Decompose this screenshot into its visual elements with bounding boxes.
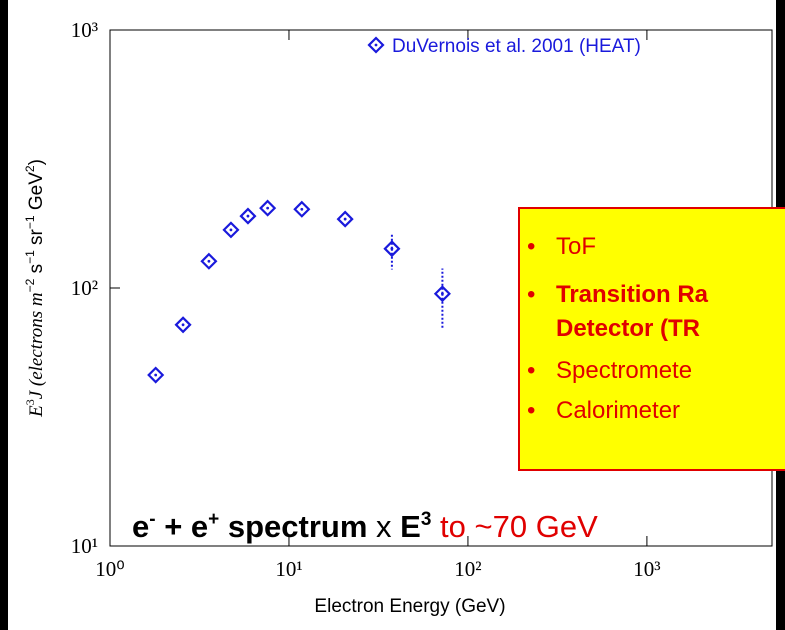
y-label-part: −2 xyxy=(23,278,37,292)
marker-dot xyxy=(343,217,347,221)
marker xyxy=(200,252,218,270)
y-label-part: GeV xyxy=(26,172,47,216)
y-label-part: s xyxy=(26,264,47,279)
bullet: • xyxy=(527,357,535,384)
x-tick-label: 10¹ xyxy=(275,557,302,581)
marker xyxy=(174,316,192,334)
info-item: Spectromete xyxy=(556,357,692,384)
info-item: ToF xyxy=(556,233,596,260)
info-box xyxy=(518,207,785,471)
marker-dot xyxy=(154,373,158,377)
bullet: • xyxy=(527,397,535,424)
y-label-part: 2 xyxy=(23,165,37,172)
y-tick-label: 10¹ xyxy=(71,534,98,558)
bullet: • xyxy=(527,233,535,260)
info-item: Calorimeter xyxy=(556,397,680,424)
marker xyxy=(293,200,311,218)
caption-part: x xyxy=(367,509,400,544)
marker-dot xyxy=(374,43,378,47)
caption-part: spectrum xyxy=(219,509,367,544)
info-item: Detector (TR xyxy=(556,315,700,342)
marker xyxy=(433,285,451,303)
legend-label: DuVernois et al. 2001 (HEAT) xyxy=(392,36,641,57)
y-label-part: ) xyxy=(26,159,47,165)
y-label-part: −1 xyxy=(23,250,37,264)
caption-part: to ~70 GeV xyxy=(431,509,598,544)
y-label-part: E xyxy=(26,405,47,418)
info-item: Transition Ra xyxy=(556,281,709,308)
y-label-part: −1 xyxy=(23,215,37,229)
marker xyxy=(259,199,277,217)
y-tick-label: 10³ xyxy=(71,18,98,42)
bullet: • xyxy=(527,281,535,308)
marker-dot xyxy=(266,206,270,210)
marker-dot xyxy=(246,214,250,218)
caption-part: e xyxy=(132,509,149,544)
caption-part: 3 xyxy=(421,509,432,530)
caption-part: + xyxy=(208,509,219,530)
marker-dot xyxy=(207,259,211,263)
caption: e- + e+ spectrum x E3 to ~70 GeV xyxy=(132,509,598,544)
x-axis-label: Electron Energy (GeV) xyxy=(314,596,505,617)
marker xyxy=(367,36,385,54)
info-list: • ToF • Transition Ra Detector (TR • Spe… xyxy=(527,233,709,424)
marker xyxy=(147,366,165,384)
y-label-part: J (electrons m xyxy=(26,292,47,399)
marker xyxy=(239,207,257,225)
marker xyxy=(222,221,240,239)
caption-part: + e xyxy=(156,509,209,544)
caption-part: - xyxy=(149,509,155,530)
marker-dot xyxy=(390,247,394,251)
marker-dot xyxy=(441,292,444,296)
caption-part: E xyxy=(400,509,421,544)
y-tick-label: 10² xyxy=(71,276,98,300)
y-axis-label: E3J (electrons m−2 s−1 sr−1 GeV2) xyxy=(23,159,47,418)
marker xyxy=(383,240,401,258)
marker-dot xyxy=(229,228,233,232)
y-label-part: sr xyxy=(26,228,47,250)
x-tick-label: 10³ xyxy=(633,557,660,581)
y-label-part: 3 xyxy=(23,399,37,405)
marker-dot xyxy=(181,323,185,327)
marker xyxy=(336,210,354,228)
marker-dot xyxy=(300,207,304,211)
x-tick-label: 10² xyxy=(454,557,481,581)
x-tick-label: 10⁰ xyxy=(95,557,124,581)
